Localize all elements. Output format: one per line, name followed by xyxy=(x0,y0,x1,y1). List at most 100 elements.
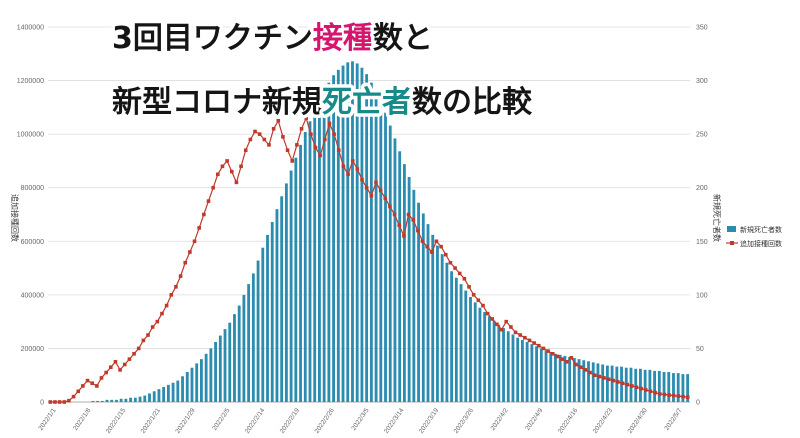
point xyxy=(425,244,429,249)
x-tick-label: 2022/4/9 xyxy=(524,407,544,432)
bar xyxy=(539,348,543,402)
bar xyxy=(351,61,354,403)
bar xyxy=(171,382,175,402)
bar xyxy=(643,369,647,402)
point xyxy=(648,389,653,394)
bar xyxy=(138,396,142,402)
bar xyxy=(218,335,222,402)
point xyxy=(146,333,150,337)
point xyxy=(90,381,94,386)
point xyxy=(625,382,629,387)
point xyxy=(71,394,76,399)
point xyxy=(518,333,522,337)
point xyxy=(657,392,662,396)
point xyxy=(620,381,625,386)
headline-2-part1: 新型コロナ新規 xyxy=(112,85,322,120)
point xyxy=(504,319,509,324)
y-left-tick-label: 1200000 xyxy=(17,78,44,85)
bar xyxy=(393,138,397,402)
legend: 新規死亡者数 追加接種回数 xyxy=(726,225,782,248)
point xyxy=(462,276,467,281)
bar xyxy=(450,271,454,402)
point xyxy=(332,132,336,136)
bar xyxy=(275,209,279,402)
bar xyxy=(91,400,95,402)
bar xyxy=(332,75,336,402)
bar xyxy=(200,359,203,402)
point xyxy=(281,135,285,139)
point xyxy=(132,351,136,356)
bar xyxy=(341,65,345,403)
y-left-tick-label: 600000 xyxy=(21,239,44,246)
bar xyxy=(388,125,392,403)
point xyxy=(285,148,290,153)
legend-label-booster: 追加接種回数 xyxy=(740,239,782,248)
y-right-tick-label: 50 xyxy=(696,346,704,353)
legend-marker-booster xyxy=(730,241,734,245)
legend-label-deaths: 新規死亡者数 xyxy=(740,225,782,234)
point xyxy=(309,132,313,136)
point xyxy=(383,196,388,201)
bar xyxy=(266,234,269,402)
y-right-tick-label: 100 xyxy=(696,292,708,299)
bar xyxy=(686,374,690,402)
bar xyxy=(369,82,373,402)
x-tick-label: 2022/3/14 xyxy=(383,407,406,435)
point xyxy=(211,185,215,190)
bar xyxy=(124,398,128,402)
bar xyxy=(152,391,156,402)
bar xyxy=(407,177,411,402)
bar xyxy=(672,373,675,402)
x-tick-label: 2022/1/15 xyxy=(105,407,128,435)
bar xyxy=(157,389,161,402)
y-right-tick-label: 150 xyxy=(696,239,708,246)
point xyxy=(323,137,327,142)
point xyxy=(350,159,355,163)
bar xyxy=(384,112,387,402)
y-right-tick-label: 350 xyxy=(696,25,708,32)
point xyxy=(118,368,122,372)
bar xyxy=(96,400,99,402)
point xyxy=(295,143,299,147)
point xyxy=(397,223,402,228)
y-right-tick-label: 300 xyxy=(696,78,708,85)
bar xyxy=(464,290,468,402)
x-tick-label: 2022/1/29 xyxy=(174,407,197,435)
bar xyxy=(355,63,359,403)
point xyxy=(667,393,671,397)
point xyxy=(411,218,415,222)
bar xyxy=(440,254,444,402)
bar xyxy=(313,110,317,403)
bar xyxy=(506,331,510,402)
point xyxy=(369,193,374,198)
bar xyxy=(436,245,439,402)
bar xyxy=(360,67,364,402)
bar xyxy=(587,361,590,402)
point xyxy=(430,250,434,254)
bar xyxy=(251,273,255,402)
bar xyxy=(402,164,406,402)
point xyxy=(192,239,197,244)
point xyxy=(160,311,164,316)
bar xyxy=(133,397,137,402)
headline: 3回目ワクチン接種数と 新型コロナ新規死亡者数の比較 xyxy=(109,18,537,124)
point xyxy=(578,365,583,369)
bar xyxy=(308,121,312,403)
y-axis-right: 0 50 100 150 200 250 300 350 xyxy=(696,25,708,407)
point xyxy=(513,330,518,335)
point xyxy=(262,137,267,142)
x-tick-label: 2022/2/19 xyxy=(279,407,302,435)
point xyxy=(611,378,616,383)
point xyxy=(141,338,146,343)
x-tick-label: 2022/4/30 xyxy=(627,407,650,435)
point xyxy=(239,164,243,169)
point xyxy=(662,392,667,397)
point xyxy=(174,285,178,289)
point xyxy=(336,148,341,153)
point xyxy=(485,311,490,316)
bar xyxy=(596,363,600,402)
legend-swatch-deaths xyxy=(727,226,736,232)
bar xyxy=(261,247,265,402)
point xyxy=(569,356,574,360)
bar xyxy=(530,344,534,402)
